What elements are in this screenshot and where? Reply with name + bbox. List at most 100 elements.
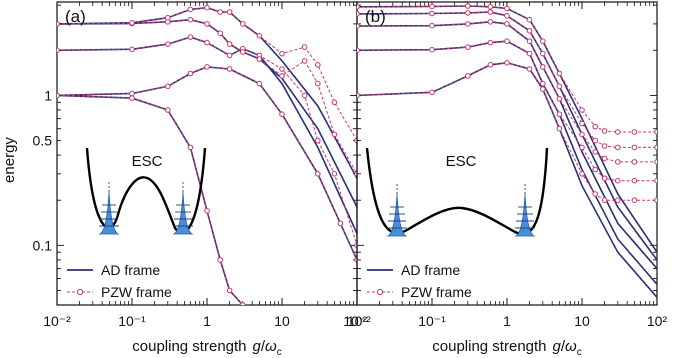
y-axis-label: energy	[1, 137, 18, 183]
pzw-frame-line-level-2	[57, 66, 357, 261]
panel-a: 10⁻² 10⁻¹ 1 10 10² 0.1 0.5 1 (a) ESC AD frame PZW f…	[33, 1, 367, 329]
pzw-frame-point	[256, 80, 263, 87]
plot-frame	[356, 1, 658, 306]
pzw-frame-point	[615, 129, 621, 135]
ad-frame-line-level-4	[57, 18, 357, 208]
pzw-frame-point	[301, 92, 308, 99]
pzw-frame-line-level-1	[57, 94, 244, 305]
pzw-frame-line-level-4	[357, 11, 657, 148]
pzw-frame-point	[429, 46, 435, 53]
pzw-frame-point	[240, 49, 246, 55]
pzw-frame-line-level-4	[57, 19, 357, 175]
pzw-frame-point	[556, 125, 563, 132]
ad-frame-line-level-5	[57, 6, 357, 179]
legend-ad-label: AD frame	[401, 262, 460, 278]
legend-pzw-label: PZW frame	[401, 284, 472, 300]
pzw-frame-point	[357, 23, 360, 29]
pzw-frame-point	[357, 11, 360, 17]
inset-label: ESC	[132, 153, 163, 170]
x-tick-label: 10⁻²	[343, 313, 371, 329]
panel-label: (a)	[65, 7, 86, 26]
pzw-frame-point	[357, 92, 360, 99]
pzw-frame-point	[226, 66, 233, 72]
ad-frame-line-level-2	[357, 40, 657, 285]
pzw-frame-point	[526, 16, 533, 23]
pzw-frame-point	[465, 21, 471, 27]
pzw-frame-point	[504, 5, 510, 12]
pzw-frame-point	[601, 197, 608, 203]
pzw-frame-point	[654, 197, 657, 203]
pzw-frame-point	[187, 34, 194, 40]
pzw-frame-point	[592, 149, 599, 155]
pzw-frame-point	[556, 70, 563, 77]
pzw-frame-point	[315, 62, 321, 68]
pzw-frame-point	[504, 13, 510, 19]
pzw-frame-point	[279, 66, 285, 72]
pzw-frame-point	[256, 33, 263, 39]
pzw-frame-point	[204, 21, 210, 27]
pzw-frame-point	[129, 46, 135, 53]
pzw-frame-point	[226, 287, 233, 294]
pzw-frame-point	[240, 21, 246, 27]
pzw-frame-point	[631, 159, 638, 165]
pzw-frame-point	[357, 47, 360, 54]
y-tick-label: 0.5	[33, 133, 53, 149]
pzw-frame-point	[601, 128, 608, 134]
pzw-frame-point	[187, 6, 194, 13]
x-tick-label: 1	[203, 313, 211, 329]
x-axis-label-b-sub: c	[577, 347, 582, 358]
pzw-frame-point	[540, 50, 546, 57]
pzw-frame-point	[429, 89, 435, 96]
plot-frame	[56, 1, 358, 306]
legend-pzw-marker	[76, 288, 84, 296]
pzw-frame-point	[526, 38, 533, 45]
pzw-frame-point	[556, 96, 563, 102]
pzw-frame-point	[601, 143, 608, 149]
pzw-frame-point	[615, 159, 621, 165]
x-axis-label-b-omega: ω	[565, 338, 577, 355]
inset-label: ESC	[446, 153, 477, 170]
pzw-frame-point	[204, 39, 210, 46]
pzw-frame-point	[579, 107, 585, 113]
pzw-frame-point	[429, 3, 435, 10]
pzw-frame-line-level-5	[57, 7, 357, 141]
pzw-frame-point	[226, 41, 233, 47]
pzw-frame-point	[654, 177, 657, 184]
pzw-frame-point	[654, 144, 657, 151]
pzw-frame-point	[540, 38, 546, 45]
pzw-frame-point	[504, 60, 510, 66]
panel-b: 10⁻² 10⁻¹ 1 10 10² (b) ESC AD frame PZW frame	[343, 1, 668, 329]
pzw-frame-point	[204, 208, 210, 214]
pzw-frame-point	[526, 50, 533, 57]
pzw-frame-point	[615, 197, 621, 203]
x-axis-label-a: coupling strength g/ωc	[132, 338, 281, 358]
x-axis-label-a-sub: c	[277, 347, 282, 358]
pzw-frame-point	[57, 21, 60, 27]
x-tick-label: 10²	[647, 313, 668, 329]
x-axis-label-a-g: g	[253, 338, 262, 355]
pzw-frame-point	[654, 129, 657, 135]
pzw-frame-point	[556, 111, 563, 117]
pzw-frame-point	[487, 9, 494, 15]
pzw-frame-point	[129, 95, 135, 101]
pzw-frame-point	[592, 137, 599, 144]
x-axis-label-b-g: g	[553, 338, 562, 355]
double-well-potential-icon	[85, 147, 207, 235]
pzw-frame-point	[165, 83, 171, 90]
pzw-frame-point	[217, 257, 223, 263]
pzw-frame-point	[579, 171, 585, 177]
x-tick-label: 10⁻¹	[418, 313, 446, 329]
legend-pzw-label: PZW frame	[101, 284, 172, 300]
pzw-frame-point	[331, 131, 338, 138]
pzw-frame-point	[540, 64, 546, 70]
pzw-frame-point	[465, 10, 471, 16]
pzw-frame-point	[57, 47, 60, 54]
pzw-frame-point	[631, 197, 638, 203]
pzw-frame-point	[129, 20, 135, 26]
pzw-frame-point	[279, 73, 285, 79]
series-group	[57, 4, 357, 305]
pzw-frame-point	[337, 220, 344, 227]
pzw-frame-point	[654, 159, 657, 165]
pzw-frame-line-level-2	[357, 40, 657, 182]
